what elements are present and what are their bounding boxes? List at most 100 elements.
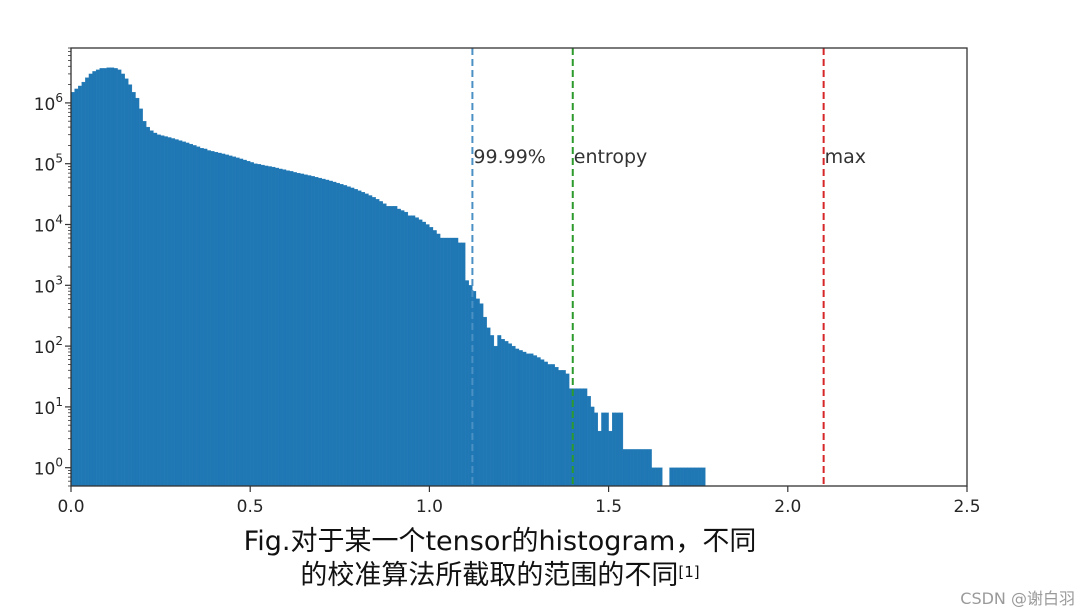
histogram-bar	[293, 172, 297, 487]
histogram-bar	[228, 155, 233, 487]
histogram-bar	[576, 388, 581, 487]
histogram-bar	[196, 146, 201, 487]
histogram-bars	[70, 67, 706, 487]
histogram-bar	[300, 173, 305, 487]
histogram-bar	[88, 73, 93, 487]
histogram-bar	[74, 88, 79, 487]
histogram-bar	[529, 353, 534, 487]
histogram-bar	[483, 316, 487, 487]
histogram-bar	[253, 163, 258, 487]
histogram-bar	[178, 140, 183, 487]
histogram-bar	[640, 449, 645, 487]
histogram-bar	[429, 227, 434, 487]
histogram-bar	[232, 156, 237, 487]
histogram-bar	[479, 303, 484, 487]
histogram-bar	[224, 154, 229, 487]
histogram-bar	[486, 327, 491, 487]
x-tick-label: 0.0	[57, 497, 84, 517]
histogram-bar	[533, 355, 538, 487]
histogram-bar	[131, 92, 136, 487]
histogram-bar	[386, 206, 391, 487]
histogram-bar	[379, 201, 383, 487]
y-tick-label: 103	[34, 273, 63, 297]
histogram-bar	[171, 138, 176, 487]
histogram-bar	[260, 164, 265, 487]
histogram-bar	[450, 237, 455, 487]
histogram-bar	[285, 170, 290, 487]
histogram-bar	[103, 68, 107, 487]
histogram-bar	[303, 174, 308, 487]
histogram-bar	[443, 237, 448, 487]
histogram-bar	[257, 164, 262, 487]
histogram-bar	[124, 78, 129, 487]
histogram-bar	[400, 210, 405, 487]
x-tick-label: 1.0	[416, 497, 443, 517]
histogram-bar	[554, 367, 559, 487]
histogram-bar	[418, 219, 423, 487]
histogram-bar	[457, 242, 462, 487]
histogram-bar	[321, 178, 326, 487]
histogram-bar	[669, 467, 674, 487]
histogram-bar	[250, 162, 254, 487]
histogram-bar	[522, 351, 527, 487]
histogram-bar	[411, 215, 416, 487]
histogram-bar	[117, 69, 122, 487]
figure-caption-line-2: 的校准算法所截取的范围的不同[1]	[0, 560, 1000, 592]
histogram-bar	[436, 233, 441, 487]
histogram-bar	[142, 121, 147, 487]
histogram-bar	[382, 203, 387, 487]
histogram-bar	[626, 449, 631, 487]
histogram-bar	[536, 357, 541, 487]
histogram-bar	[526, 353, 530, 487]
histogram-bar	[633, 449, 638, 487]
histogram-bar	[518, 350, 523, 487]
histogram-bar	[375, 199, 380, 487]
histogram-bar	[493, 345, 498, 487]
histogram-bar	[138, 108, 143, 487]
histogram-bar	[690, 467, 695, 487]
histogram-bar	[440, 237, 444, 487]
histogram-bar	[239, 158, 244, 487]
histogram-bar	[81, 81, 86, 487]
histogram-bar	[135, 97, 140, 487]
histogram-bar	[676, 467, 681, 487]
caption-line-2-text: 的校准算法所截取的范围的不同	[300, 560, 679, 591]
histogram-bar	[357, 190, 362, 487]
histogram-bar	[680, 467, 685, 487]
histogram-bar	[310, 176, 315, 487]
histogram-bar	[422, 221, 426, 487]
y-tick-label: 101	[34, 395, 63, 419]
histogram-bar	[565, 373, 570, 487]
histogram-bar	[242, 159, 247, 487]
histogram-bar	[181, 141, 186, 487]
histogram-bar	[235, 157, 240, 487]
histogram-bar	[414, 217, 419, 487]
x-tick-label: 2.5	[953, 497, 980, 517]
histogram-bar	[318, 177, 323, 487]
histogram-bar	[586, 396, 591, 487]
histogram-bar	[149, 130, 154, 487]
histogram-bar	[698, 467, 702, 487]
histogram-bar	[612, 412, 616, 487]
histogram-bar	[615, 412, 620, 487]
histogram-bar	[508, 343, 512, 487]
histogram-bar	[597, 430, 602, 487]
histogram-bar	[389, 206, 394, 487]
histogram-bar	[647, 449, 652, 487]
histogram-bar	[547, 364, 552, 487]
histogram-bar	[672, 467, 677, 487]
histogram-bar	[371, 197, 376, 487]
histogram-bar	[325, 179, 330, 487]
histogram-bar	[658, 467, 663, 487]
histogram-bar	[622, 449, 627, 487]
calibration-line-label: 99.99%	[473, 146, 545, 168]
histogram-bar	[540, 359, 545, 487]
histogram-bar	[558, 370, 563, 487]
histogram-bar	[78, 85, 82, 487]
histogram-bar	[264, 165, 269, 487]
histogram-bar	[199, 148, 204, 487]
y-tick-label: 106	[34, 91, 63, 115]
histogram-bar	[500, 339, 505, 487]
histogram-bar	[644, 449, 649, 487]
histogram-bar	[328, 180, 333, 487]
